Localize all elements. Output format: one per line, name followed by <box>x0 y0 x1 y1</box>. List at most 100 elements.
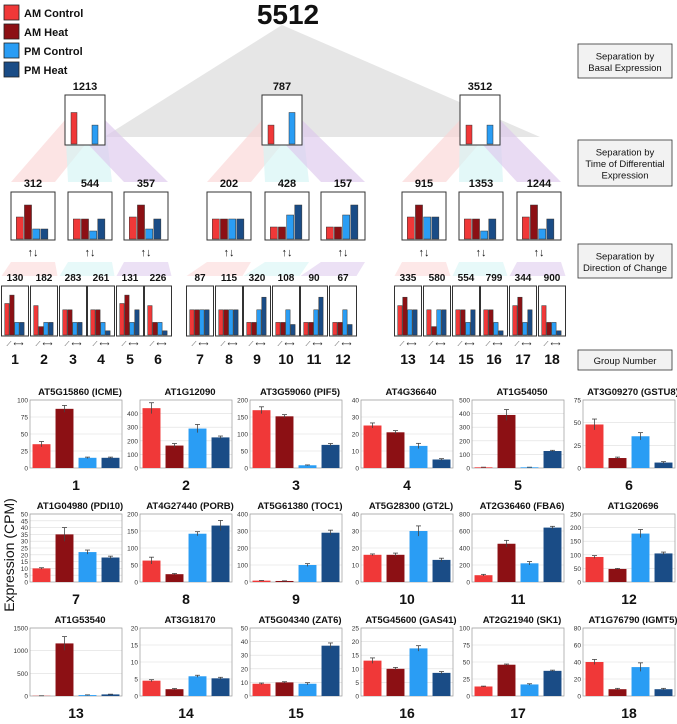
bar-am-control <box>474 686 493 696</box>
y-tick-label: 25 <box>21 546 29 553</box>
mini-bar <box>275 322 281 336</box>
bar-pm-heat <box>211 437 230 468</box>
gene-chart-15: AT5G04340 (ZAT6) 0 10 20 30 40 50 15 <box>241 615 343 721</box>
bar-pm-control <box>520 684 539 696</box>
mini-bar <box>124 294 130 336</box>
chart-group-number: 1 <box>72 477 80 493</box>
mini-bar <box>480 230 488 240</box>
plot-frame <box>582 513 676 583</box>
bar-pm-control <box>78 695 97 696</box>
bar-pm-control <box>188 428 207 468</box>
y-tick-label: 50 <box>463 660 471 667</box>
mini-bar <box>455 309 461 336</box>
node-count: 115 <box>221 273 238 284</box>
node-count: 261 <box>93 273 110 284</box>
direction-glyph: ⟋ ⟷ <box>278 340 295 348</box>
mini-bar <box>483 309 489 336</box>
y-tick-label: 10 <box>241 680 249 687</box>
direction-arrow: ↑↓ <box>28 247 39 259</box>
node-count: 131 <box>122 273 139 284</box>
bar-am-heat <box>275 682 294 696</box>
mini-bar <box>342 214 350 240</box>
node-count: 344 <box>515 273 532 284</box>
bar-pm-control <box>520 467 539 468</box>
node-count: 90 <box>308 273 320 284</box>
chart-group-number: 15 <box>288 705 304 721</box>
y-tick-label: 40 <box>21 525 29 532</box>
mini-bar <box>67 309 73 336</box>
group-number: 5 <box>126 351 134 367</box>
direction-glyph: ⟋ ⟷ <box>429 340 446 348</box>
mini-bar <box>95 309 101 336</box>
chart-title: AT4G27440 (PORB) <box>146 501 233 512</box>
node-count: 1353 <box>469 178 493 190</box>
chart-title: AT2G36460 (FBA6) <box>480 501 565 512</box>
group-number: 13 <box>400 351 416 367</box>
y-tick-label: 25 <box>21 449 29 456</box>
y-tick-label: 150 <box>127 529 138 536</box>
y-tick-label: 40 <box>241 639 249 646</box>
plot-frame <box>249 399 343 469</box>
side-label-text: Direction of Change <box>583 263 667 274</box>
direction-glyph: ⟋ ⟷ <box>458 340 475 348</box>
gene-chart-14: AT3G18170 0 5 10 15 20 14 <box>131 615 233 721</box>
y-axis-label: Expression (CPM) <box>1 498 17 612</box>
chart-title: AT5G45600 (GAS41) <box>365 615 456 626</box>
mini-bar <box>426 309 432 336</box>
mini-bar <box>522 322 528 336</box>
plot-frame <box>360 513 454 583</box>
mini-bar <box>294 204 303 240</box>
group-number: 8 <box>225 351 233 367</box>
mini-bar <box>402 296 408 336</box>
chart-title: AT3G09270 (GSTU8) <box>587 387 677 398</box>
y-tick-label: 300 <box>127 425 138 432</box>
group-number: 17 <box>515 351 531 367</box>
mini-bar <box>220 218 228 240</box>
mini-bar <box>100 322 106 336</box>
mini-bar <box>334 226 342 240</box>
y-tick-label: 0 <box>24 694 28 701</box>
y-tick-label: 0 <box>24 466 28 473</box>
fan-level3 <box>452 262 508 276</box>
plot-frame <box>582 399 676 469</box>
total-count: 5512 <box>257 0 319 30</box>
mini-bar <box>48 322 54 336</box>
plot-frame <box>29 399 123 469</box>
mini-bar <box>91 124 99 145</box>
mini-bar <box>267 124 275 145</box>
mini-bar <box>303 322 309 336</box>
mini-bar <box>332 322 338 336</box>
bar-pm-heat <box>321 532 340 582</box>
mini-bar <box>530 204 538 240</box>
chart-group-number: 4 <box>403 477 411 493</box>
chart-group-number: 8 <box>182 591 190 607</box>
direction-glyph: ⟋ ⟷ <box>249 340 266 348</box>
y-tick-label: 20 <box>574 677 582 684</box>
bar-am-heat <box>608 568 627 582</box>
mini-bar <box>199 309 205 336</box>
bar-am-heat <box>608 458 627 468</box>
bar-am-control <box>585 424 604 468</box>
mini-bar <box>308 322 314 336</box>
side-label-box <box>577 139 673 187</box>
bar-pm-control <box>631 667 650 696</box>
gene-chart-11: AT2G36460 (FBA6) 0 200 400 600 800 11 <box>459 501 564 607</box>
bar-am-heat <box>165 689 184 696</box>
mini-bar <box>212 218 220 240</box>
bar-am-control <box>142 560 161 582</box>
y-tick-label: 150 <box>570 539 581 546</box>
mini-bar <box>538 228 546 240</box>
node-count: 1213 <box>73 81 97 93</box>
chart-group-number: 13 <box>68 705 84 721</box>
y-tick-label: 250 <box>570 512 581 519</box>
y-tick-label: 0 <box>134 580 138 587</box>
chart-group-number: 7 <box>72 591 80 607</box>
mini-bar <box>81 218 89 240</box>
y-tick-label: 400 <box>237 512 248 519</box>
group-number: 14 <box>429 351 445 367</box>
node-count: 226 <box>150 273 167 284</box>
direction-glyph: ⟋ ⟷ <box>122 340 139 348</box>
y-tick-label: 75 <box>463 643 471 650</box>
